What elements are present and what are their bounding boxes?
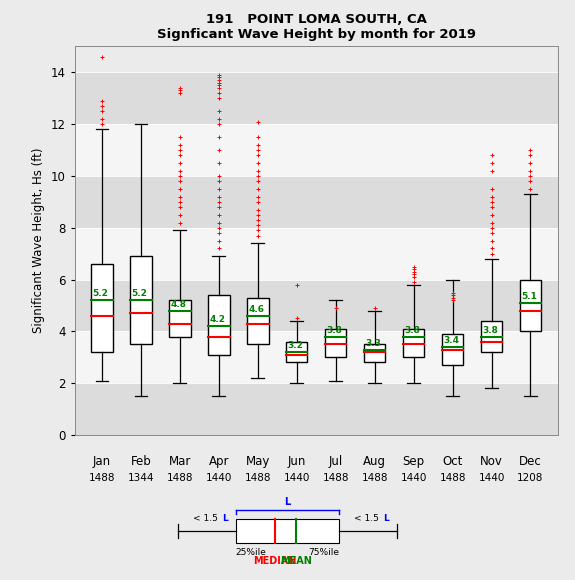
Text: 1440: 1440 (478, 473, 505, 483)
Text: Nov: Nov (480, 455, 503, 468)
Bar (75, 331, 558, 383)
Bar (364, 345, 385, 362)
Text: < 1.5: < 1.5 (193, 513, 221, 523)
Text: Jul: Jul (328, 455, 343, 468)
Text: 3.4: 3.4 (443, 336, 459, 345)
Bar (75, 124, 558, 176)
Text: Oct: Oct (442, 455, 463, 468)
Bar (91, 264, 113, 352)
Text: 1488: 1488 (89, 473, 115, 483)
Bar (520, 280, 541, 331)
Text: 3.2: 3.2 (288, 341, 303, 350)
Bar (75, 280, 558, 331)
Text: 4.6: 4.6 (248, 305, 264, 314)
Y-axis label: Significant Wave Height, Hs (ft): Significant Wave Height, Hs (ft) (32, 148, 45, 334)
Text: Aug: Aug (363, 455, 386, 468)
Text: 3.8: 3.8 (482, 326, 498, 335)
Bar (131, 256, 152, 345)
Text: Feb: Feb (131, 455, 151, 468)
Title: 191   POINT LOMA SOUTH, CA
Signficant Wave Height by month for 2019: 191 POINT LOMA SOUTH, CA Signficant Wave… (157, 13, 476, 41)
Text: Sep: Sep (402, 455, 425, 468)
Text: Apr: Apr (209, 455, 229, 468)
Text: 1488: 1488 (439, 473, 466, 483)
Bar (208, 295, 229, 355)
Bar (75, 228, 558, 280)
Text: 1488: 1488 (362, 473, 388, 483)
Bar (75, 176, 558, 228)
Bar (481, 321, 502, 352)
Text: 1208: 1208 (518, 473, 544, 483)
Text: 1488: 1488 (323, 473, 349, 483)
Text: 4.8: 4.8 (170, 300, 186, 309)
Text: 5.2: 5.2 (93, 289, 108, 299)
Bar (442, 334, 463, 365)
Bar (75, 72, 558, 124)
Text: 3.8: 3.8 (326, 326, 342, 335)
Bar (169, 300, 191, 336)
Text: 4.2: 4.2 (209, 316, 225, 324)
Text: L: L (223, 513, 228, 523)
Text: May: May (246, 455, 270, 468)
Text: 5.2: 5.2 (132, 289, 147, 299)
Text: Mar: Mar (168, 455, 191, 468)
Text: 25%ile: 25%ile (236, 548, 267, 557)
Text: L: L (384, 513, 389, 523)
Bar (286, 342, 308, 362)
Text: 1440: 1440 (206, 473, 232, 483)
Text: 1440: 1440 (400, 473, 427, 483)
Text: L: L (285, 497, 290, 507)
Text: MEAN: MEAN (280, 556, 312, 566)
Text: Jan: Jan (93, 455, 111, 468)
Text: Jun: Jun (288, 455, 306, 468)
Text: Dec: Dec (519, 455, 542, 468)
Bar (75, 383, 558, 435)
Bar (403, 329, 424, 357)
Text: 3.3: 3.3 (365, 339, 381, 347)
Text: 1488: 1488 (167, 473, 193, 483)
Text: 5.1: 5.1 (521, 292, 537, 301)
Bar (325, 329, 347, 357)
Text: 1440: 1440 (283, 473, 310, 483)
Text: 1488: 1488 (244, 473, 271, 483)
Text: < 1.5: < 1.5 (354, 513, 382, 523)
Text: 1344: 1344 (128, 473, 154, 483)
Text: 3.8: 3.8 (404, 326, 420, 335)
Text: MEDIAN: MEDIAN (254, 556, 297, 566)
Text: 75%ile: 75%ile (308, 548, 339, 557)
Bar (247, 298, 269, 345)
